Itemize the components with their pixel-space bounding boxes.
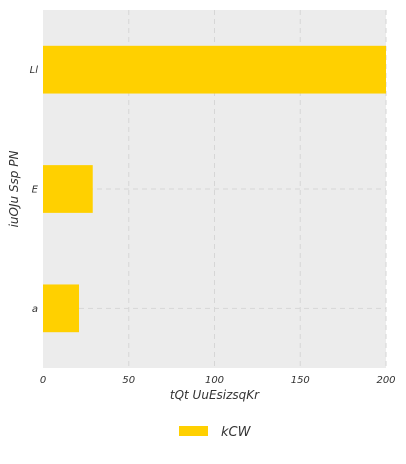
x-tick-label: 50 — [122, 375, 135, 386]
legend-label: kCW — [221, 425, 252, 440]
y-tick-label: E — [32, 185, 39, 196]
bar — [43, 165, 93, 213]
x-tick-label: 0 — [40, 375, 46, 386]
x-axis-title: tQt UuEsizsqKr — [170, 388, 260, 402]
y-tick-label: Ll — [30, 65, 39, 76]
legend: kCW — [179, 425, 252, 440]
x-tick-label: 100 — [205, 375, 224, 386]
bar — [43, 284, 80, 333]
x-tick-label: 150 — [291, 375, 310, 386]
bar — [43, 45, 386, 94]
legend-swatch — [179, 426, 208, 436]
x-tick-labels: 0 50 100 150 200 — [40, 375, 396, 386]
bars — [43, 45, 386, 333]
y-tick-labels: a E Ll — [30, 65, 39, 315]
x-tick-label: 200 — [376, 375, 395, 386]
y-axis-title: iuOJu Ssp PN — [7, 151, 21, 228]
y-tick-label: a — [32, 304, 38, 315]
